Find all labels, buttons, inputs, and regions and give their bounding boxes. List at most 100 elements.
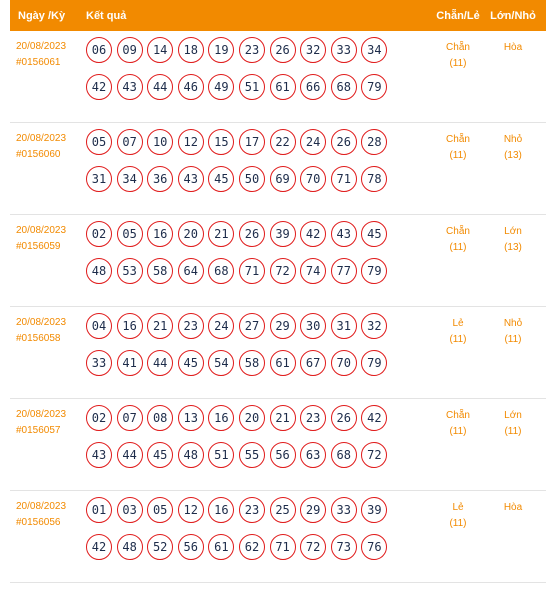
number-ball: 44: [116, 442, 143, 468]
chanle-count: (11): [449, 426, 467, 437]
number-ball: 53: [116, 258, 143, 284]
result-balls: 06 09 14 18 19 23 26 32 33 34 42 43 44 46 49 51 61 66 68 79: [82, 31, 406, 122]
number-ball: 30: [300, 313, 327, 339]
header-chanle: Chẵn/Lẻ: [436, 9, 480, 22]
number-ball: 33: [330, 497, 357, 523]
result-balls: 04 16 21 23 24 27 29 30 31 32 33 41 44 45 54 58 61 67 70 79: [82, 307, 406, 398]
chanle-cell: Lẻ (11): [406, 491, 480, 582]
number-ball: 52: [147, 534, 174, 560]
lonnho-cell: Lớn (13): [480, 215, 546, 306]
number-ball: 79: [361, 74, 388, 100]
number-ball: 21: [269, 405, 296, 431]
number-ball: 36: [147, 166, 174, 192]
table-row: 20/08/2023 #0156057 02 07 08 13 16 20 21 23 26 42 43…: [10, 399, 546, 491]
number-ball: 19: [208, 37, 235, 63]
draw-date: 20/08/2023: [16, 225, 67, 236]
ball-line: 33 41 44 45 54 58 61 67 70 79: [86, 350, 406, 387]
number-ball: 24: [300, 129, 327, 155]
number-ball: 72: [361, 442, 388, 468]
number-ball: 02: [86, 405, 112, 431]
number-ball: 09: [116, 37, 143, 63]
number-ball: 39: [269, 221, 296, 247]
draw-id: #0156058: [16, 333, 61, 344]
number-ball: 20: [238, 405, 265, 431]
number-ball: 14: [147, 37, 174, 63]
ball-line: 04 16 21 23 24 27 29 30 31 32: [86, 313, 406, 350]
draw-date-cell: 20/08/2023 #0156056: [10, 491, 82, 582]
draw-date: 20/08/2023: [16, 501, 67, 512]
lonnho-cell: Nhỏ (13): [480, 123, 546, 214]
number-ball: 29: [300, 497, 327, 523]
number-ball: 42: [300, 221, 327, 247]
number-ball: 12: [177, 497, 204, 523]
chanle-cell: Lẻ (11): [406, 307, 480, 398]
ball-line: 42 43 44 46 49 51 61 66 68 79: [86, 74, 406, 111]
number-ball: 03: [116, 497, 143, 523]
number-ball: 34: [361, 37, 388, 63]
result-balls: 01 03 05 12 16 23 25 29 33 39 42 48 52 56 61 62 71 72 73 76: [82, 491, 406, 582]
draw-id: #0156060: [16, 149, 61, 160]
number-ball: 26: [330, 405, 357, 431]
number-ball: 56: [269, 442, 296, 468]
number-ball: 22: [269, 129, 296, 155]
number-ball: 20: [177, 221, 204, 247]
number-ball: 43: [86, 442, 112, 468]
number-ball: 23: [238, 497, 265, 523]
lonnho-count: (11): [504, 426, 522, 437]
number-ball: 48: [86, 258, 112, 284]
number-ball: 49: [208, 74, 235, 100]
number-ball: 26: [269, 37, 296, 63]
number-ball: 45: [361, 221, 388, 247]
draw-date-cell: 20/08/2023 #0156058: [10, 307, 82, 398]
chanle-value: Chẵn: [446, 410, 470, 421]
number-ball: 17: [238, 129, 265, 155]
ball-line: 02 07 08 13 16 20 21 23 26 42: [86, 405, 406, 442]
chanle-count: (11): [449, 242, 467, 253]
number-ball: 08: [147, 405, 174, 431]
number-ball: 23: [238, 37, 265, 63]
chanle-value: Chẵn: [446, 134, 470, 145]
number-ball: 76: [361, 534, 388, 560]
chanle-count: (11): [449, 58, 467, 69]
header-lonnho: Lớn/Nhỏ: [490, 9, 536, 22]
ball-line: 42 48 52 56 61 62 71 72 73 76: [86, 534, 406, 571]
number-ball: 05: [116, 221, 143, 247]
number-ball: 51: [238, 74, 265, 100]
number-ball: 05: [147, 497, 174, 523]
number-ball: 73: [330, 534, 357, 560]
number-ball: 78: [361, 166, 388, 192]
number-ball: 43: [330, 221, 357, 247]
number-ball: 27: [238, 313, 265, 339]
number-ball: 74: [300, 258, 327, 284]
chanle-cell: Chẵn (11): [406, 31, 480, 122]
draw-date-cell: 20/08/2023 #0156060: [10, 123, 82, 214]
result-balls: 05 07 10 12 15 17 22 24 26 28 31 34 36 43 45 50 69 70 71 78: [82, 123, 406, 214]
chanle-cell: Chẵn (11): [406, 215, 480, 306]
number-ball: 26: [330, 129, 357, 155]
table-row: 20/08/2023 #0156060 05 07 10 12 15 17 22 24 26 28 31…: [10, 123, 546, 215]
draw-id: #0156057: [16, 425, 61, 436]
table-body: 20/08/2023 #0156061 06 09 14 18 19 23 26 32 33 34 42…: [10, 31, 546, 583]
number-ball: 71: [238, 258, 265, 284]
number-ball: 04: [86, 313, 112, 339]
result-balls: 02 07 08 13 16 20 21 23 26 42 43 44 45 48 51 55 56 63 68 72: [82, 399, 406, 490]
number-ball: 23: [300, 405, 327, 431]
table-row: 20/08/2023 #0156059 02 05 16 20 21 26 39 42 43 45 48…: [10, 215, 546, 307]
draw-id: #0156059: [16, 241, 61, 252]
number-ball: 45: [208, 166, 235, 192]
number-ball: 58: [147, 258, 174, 284]
number-ball: 42: [86, 74, 112, 100]
number-ball: 68: [208, 258, 235, 284]
draw-id: #0156061: [16, 57, 61, 68]
chanle-value: Chẵn: [446, 42, 470, 53]
lonnho-value: Nhỏ: [503, 134, 523, 145]
ball-line: 31 34 36 43 45 50 69 70 71 78: [86, 166, 406, 203]
number-ball: 02: [86, 221, 112, 247]
number-ball: 15: [208, 129, 235, 155]
number-ball: 21: [147, 313, 174, 339]
draw-date: 20/08/2023: [16, 317, 67, 328]
chanle-count: (11): [449, 150, 467, 161]
table-row: 20/08/2023 #0156058 04 16 21 23 24 27 29 30 31 32 33…: [10, 307, 546, 399]
chanle-value: Lẻ: [452, 502, 464, 513]
draw-date: 20/08/2023: [16, 41, 67, 52]
